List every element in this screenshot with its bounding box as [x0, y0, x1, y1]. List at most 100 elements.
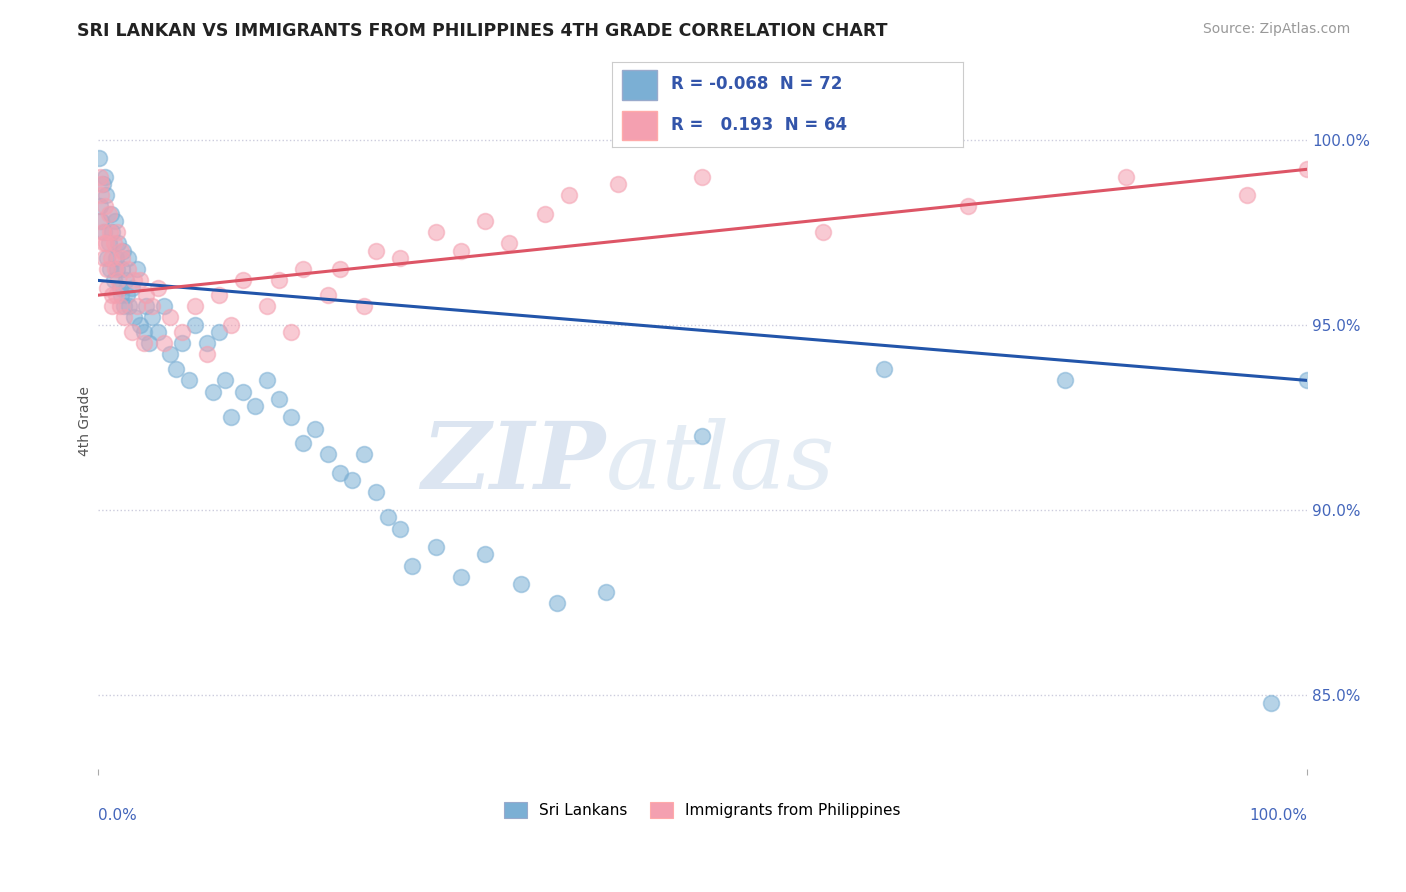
Point: [93, 236, 115, 251]
Point: [135, 299, 157, 313]
Point: [138, 336, 160, 351]
Point: [316, 448, 339, 462]
Point: [93, 251, 115, 265]
Point: [100, 251, 122, 265]
Point: [195, 347, 218, 361]
Point: [401, 558, 423, 573]
Point: [104, 288, 127, 302]
Point: [595, 584, 617, 599]
Point: [232, 273, 254, 287]
Point: [105, 225, 128, 239]
Point: [159, 310, 181, 325]
Point: [87, 151, 110, 165]
Point: [183, 299, 205, 313]
Point: [125, 299, 148, 313]
Point: [89, 199, 111, 213]
Point: [498, 236, 520, 251]
Point: [425, 540, 447, 554]
Point: [153, 336, 176, 351]
Point: [1236, 188, 1258, 202]
Point: [813, 225, 835, 239]
Point: [1296, 162, 1319, 177]
Point: [125, 262, 148, 277]
Point: [111, 262, 134, 277]
Point: [89, 169, 111, 184]
Point: [132, 336, 155, 351]
Point: [103, 273, 125, 287]
Point: [364, 484, 387, 499]
Point: [98, 262, 121, 277]
Point: [208, 325, 231, 339]
Point: [1054, 373, 1077, 387]
Point: [280, 325, 302, 339]
Point: [121, 281, 143, 295]
Point: [364, 244, 387, 258]
FancyBboxPatch shape: [621, 111, 658, 140]
Point: [292, 436, 315, 450]
Point: [141, 310, 163, 325]
Point: [110, 244, 132, 258]
Text: R = -0.068  N = 72: R = -0.068 N = 72: [672, 76, 842, 94]
Text: SRI LANKAN VS IMMIGRANTS FROM PHILIPPINES 4TH GRADE CORRELATION CHART: SRI LANKAN VS IMMIGRANTS FROM PHILIPPINE…: [77, 22, 887, 40]
Point: [353, 299, 375, 313]
Point: [93, 225, 115, 239]
Point: [292, 262, 315, 277]
Point: [353, 448, 375, 462]
Point: [96, 281, 118, 295]
Point: [165, 362, 187, 376]
Point: [606, 177, 628, 191]
Point: [90, 177, 112, 191]
Point: [450, 570, 472, 584]
Point: [117, 251, 139, 265]
Point: [172, 325, 194, 339]
Point: [112, 244, 135, 258]
Point: [101, 299, 124, 313]
Point: [219, 318, 242, 332]
Point: [159, 347, 181, 361]
Point: [177, 373, 200, 387]
Point: [129, 273, 152, 287]
Point: [534, 207, 557, 221]
Point: [122, 310, 145, 325]
Point: [450, 244, 472, 258]
Point: [103, 236, 125, 251]
Point: [87, 214, 110, 228]
Point: [98, 225, 121, 239]
Point: [425, 225, 447, 239]
Point: [269, 392, 291, 406]
Point: [201, 384, 224, 399]
Point: [108, 299, 131, 313]
Point: [90, 188, 112, 202]
Point: [96, 251, 118, 265]
Point: [110, 288, 132, 302]
Text: 100.0%: 100.0%: [1249, 807, 1308, 822]
Point: [141, 299, 163, 313]
Point: [94, 169, 117, 184]
Point: [1260, 696, 1282, 710]
Point: [316, 288, 339, 302]
Text: R =   0.193  N = 64: R = 0.193 N = 64: [672, 116, 848, 134]
Point: [107, 236, 129, 251]
Point: [546, 596, 568, 610]
Point: [329, 466, 352, 480]
Point: [474, 548, 496, 562]
Point: [114, 273, 136, 287]
Point: [105, 262, 128, 277]
Point: [873, 362, 896, 376]
Point: [214, 373, 236, 387]
Point: [304, 421, 326, 435]
Point: [172, 336, 194, 351]
Point: [340, 474, 363, 488]
Point: [104, 251, 127, 265]
Point: [97, 236, 120, 251]
Point: [135, 288, 157, 302]
Point: [558, 188, 581, 202]
Point: [104, 262, 127, 277]
Point: [101, 288, 124, 302]
Point: [957, 199, 980, 213]
Point: [96, 236, 118, 251]
Point: [129, 318, 152, 332]
Text: ZIP: ZIP: [422, 418, 606, 508]
Point: [91, 225, 114, 239]
Point: [112, 299, 135, 313]
